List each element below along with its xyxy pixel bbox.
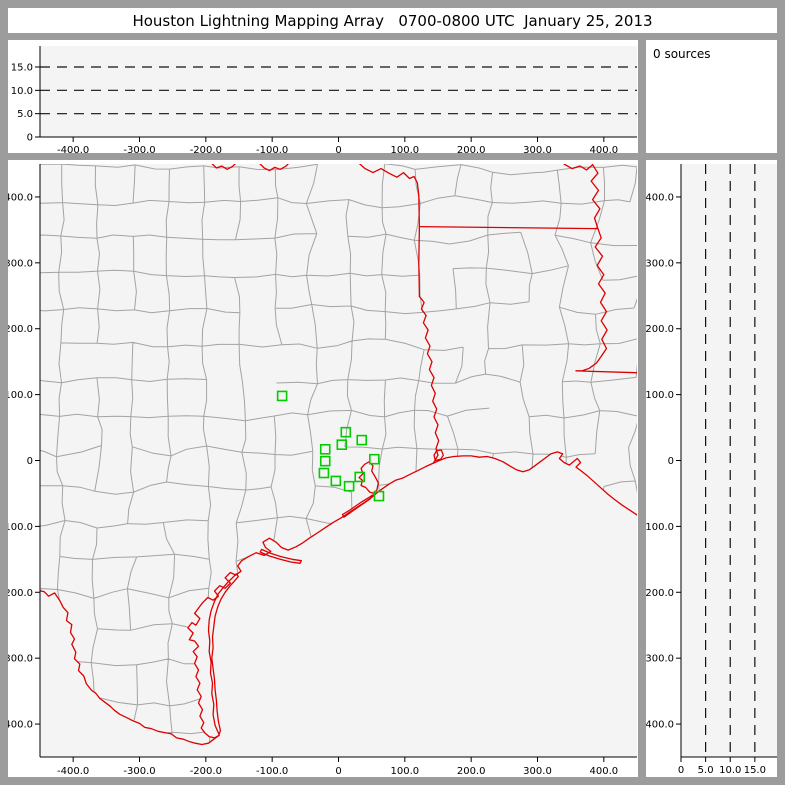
x-tick-label: -100.0 <box>256 766 288 777</box>
texas-arkansas-line-line <box>418 194 421 298</box>
x-tick-label: -400.0 <box>57 766 89 777</box>
y-tick-label: 0 <box>27 133 33 144</box>
x-tick-label: 5.0 <box>698 765 714 776</box>
rio-grande-line <box>40 590 220 746</box>
station-marker <box>319 443 331 455</box>
station-marker <box>336 439 348 450</box>
station-marker <box>373 490 385 502</box>
y-tick-label: 0 <box>668 456 674 467</box>
source-count-panel: 0 sources <box>646 40 777 153</box>
plot-background <box>40 46 637 137</box>
map-layers <box>40 164 637 757</box>
page-title: Houston Lightning Mapping Array 0700-080… <box>8 8 777 33</box>
padre-island <box>207 573 239 736</box>
x-tick-label: 200.0 <box>457 145 486 153</box>
station-marker <box>330 475 342 487</box>
x-tick-label: 100.0 <box>391 145 420 153</box>
y-tick-label: -400.0 <box>8 720 33 731</box>
y-tick-label: 400.0 <box>8 192 33 203</box>
y-tick-label: 200.0 <box>646 324 674 335</box>
plan-view-map[interactable]: -400.0 -300.0 -200.0 -100.0 0 100.0 200.0 300.0… <box>8 160 638 777</box>
matagorda-peninsula <box>259 548 303 564</box>
sabine-river-line <box>418 295 440 464</box>
station-marker <box>340 426 352 438</box>
y-tick-label: 300.0 <box>646 258 674 269</box>
louisiana-mississippi-line-line <box>575 370 637 374</box>
altitude-ew-plot[interactable]: 0 5.0 10.0 15.0 -400.0 -300.0 -200.0 -100.0 0 100… <box>8 40 638 153</box>
mississippi-river-line <box>575 164 608 372</box>
plot-background <box>681 164 777 757</box>
red-river-4-line <box>563 164 594 171</box>
y-tick-label: 100.0 <box>646 390 674 401</box>
y-tick-label: -400.0 <box>646 720 674 731</box>
station-markers <box>276 390 385 502</box>
y-tick-label: -200.0 <box>646 588 674 599</box>
y-tick-label: -200.0 <box>8 588 33 599</box>
x-tick-label: -200.0 <box>190 766 222 777</box>
y-tick-label: 400.0 <box>646 192 674 203</box>
x-tick-label: 0 <box>678 765 684 776</box>
x-tick-label: 100.0 <box>391 766 420 777</box>
x-tick-label: -100.0 <box>256 145 288 153</box>
station-marker <box>318 467 330 479</box>
source-count-label: 0 sources <box>653 47 711 61</box>
x-tick-label: 15.0 <box>744 765 766 776</box>
x-tick-label: 200.0 <box>457 766 486 777</box>
altitude-ns-panel: 400.0 300.0 200.0 100.0 0 -100.0 -200.0 -300.0 -… <box>646 160 777 777</box>
station-marker <box>319 455 331 467</box>
altitude-reference-lines <box>40 66 637 115</box>
x-tick-label: -200.0 <box>190 145 222 153</box>
gulf-coastline-line <box>187 451 637 739</box>
red-river-2-line <box>259 164 289 172</box>
altitude-ew-panel: 0 5.0 10.0 15.0 -400.0 -300.0 -200.0 -100.0 0 100… <box>8 40 638 153</box>
altitude-reference-lines <box>705 164 756 757</box>
y-tick-label: 5.0 <box>17 109 33 120</box>
x-tick-label: 10.0 <box>719 765 741 776</box>
y-tick-label: -100.0 <box>646 522 674 533</box>
y-tick-label: 15.0 <box>11 63 33 74</box>
x-tick-label: 300.0 <box>523 145 552 153</box>
plan-view-panel: -400.0 -300.0 -200.0 -100.0 0 100.0 200.0 300.0… <box>8 160 638 777</box>
red-river-1-line <box>211 164 236 170</box>
louisiana-arkansas-line-line <box>418 225 598 230</box>
gulf-water <box>40 451 637 757</box>
y-tick-label: 100.0 <box>8 390 33 401</box>
y-tick-label: 10.0 <box>11 86 33 97</box>
station-marker <box>356 434 368 446</box>
y-tick-label: -300.0 <box>8 654 33 665</box>
x-tick-label: -300.0 <box>123 145 155 153</box>
y-tick-label: -300.0 <box>646 654 674 665</box>
x-tick-label: 0 <box>335 145 341 153</box>
galveston-bay <box>358 461 379 495</box>
y-tick-label: 200.0 <box>8 324 33 335</box>
station-marker <box>369 453 380 465</box>
x-tick-label: 400.0 <box>590 145 619 153</box>
station-marker <box>343 480 355 492</box>
red-river-3-line <box>358 164 420 197</box>
station-marker <box>276 390 288 402</box>
x-tick-label: -300.0 <box>123 766 155 777</box>
x-tick-label: -400.0 <box>57 145 89 153</box>
y-tick-label: 300.0 <box>8 258 33 269</box>
station-marker <box>354 471 366 483</box>
y-tick-label: -100.0 <box>8 522 33 533</box>
x-tick-label: 400.0 <box>590 766 619 777</box>
x-tick-label: 0 <box>335 766 341 777</box>
x-tick-label: 300.0 <box>523 766 552 777</box>
altitude-ns-plot[interactable]: 400.0 300.0 200.0 100.0 0 -100.0 -200.0 -300.0 -… <box>646 160 777 777</box>
y-tick-label: 0 <box>27 456 33 467</box>
